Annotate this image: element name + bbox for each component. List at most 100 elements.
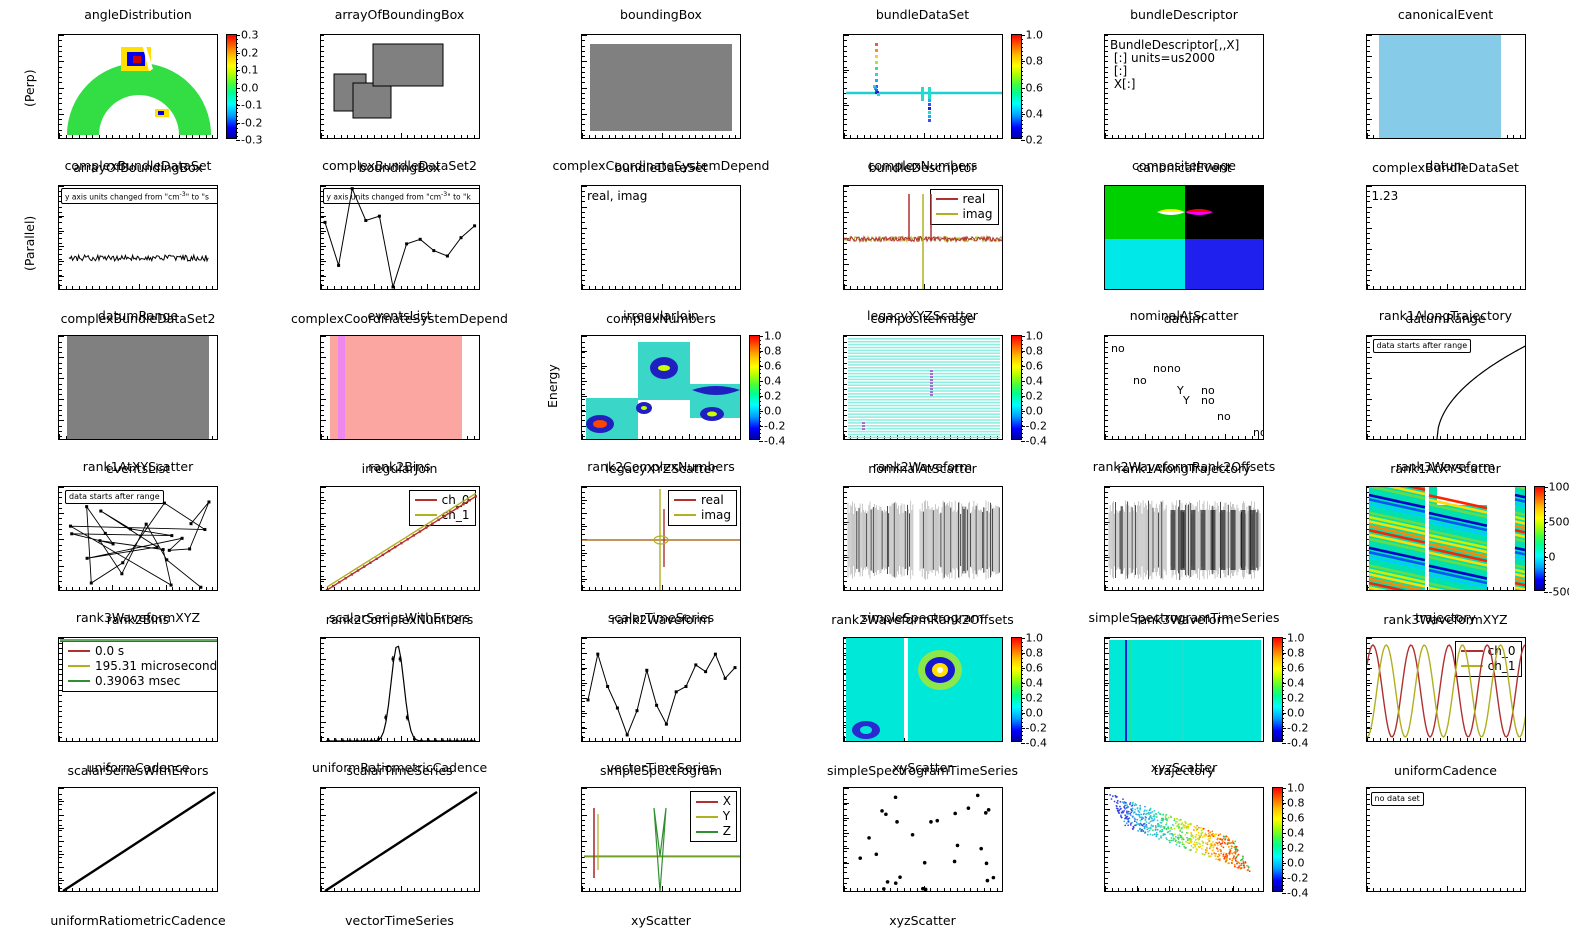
colorbar-minor-tick xyxy=(1021,401,1023,402)
plot-area-xyScatter: -1.5-1.0-0.50.00.51.01.52.0-101 xyxy=(843,787,1003,892)
colorbar-minor-tick xyxy=(1282,702,1284,703)
colorbar-minor-tick xyxy=(759,393,761,394)
colorbar-minor-tick xyxy=(1021,373,1023,374)
colorbar-minor-tick xyxy=(236,136,238,137)
colorbar-minor-tick xyxy=(759,429,761,430)
colorbar-tick-label: 0.4 xyxy=(1287,828,1305,839)
colorbar-tick-label: -0.2 xyxy=(1287,873,1308,884)
colorbar-minor-tick xyxy=(1021,739,1023,740)
colorbar-tick-label: 0.0 xyxy=(1026,707,1044,718)
plot-graphics xyxy=(582,638,741,742)
plot-area-xyzScatter: -6-4-2024012345 xyxy=(1104,787,1264,892)
colorbar-minor-tick xyxy=(1021,429,1023,430)
colorbar-minor-tick xyxy=(1544,560,1546,561)
colorbar-minor-tick xyxy=(1021,79,1023,80)
plot-title-vectorTimeSeries: vectorTimeSeries xyxy=(541,761,781,775)
plot-cell-uniformRatiometricCadence: uniformRatiometricCadence100101102103104… xyxy=(262,761,524,912)
colorbar-minor-tick xyxy=(759,433,761,434)
colorbar-minor-tick xyxy=(759,441,761,442)
colorbar-minor-tick xyxy=(1544,539,1546,540)
plot-graphics xyxy=(582,336,741,440)
plot-title-scalarTimeSeries: scalarTimeSeries xyxy=(541,611,781,625)
colorbar-tick-label: 0.4 xyxy=(1287,677,1305,688)
plot-title-datum: datum xyxy=(1326,159,1566,173)
colorbar-minor-tick xyxy=(759,340,761,341)
plot-title-nominalAtScatter: nominalAtScatter xyxy=(1064,309,1304,323)
colorbar-tick-label: 0.0 xyxy=(764,406,782,417)
plot-cell-bundleDataSet: bundleDataSet-0.050.000.050.1000:002015-… xyxy=(785,8,1047,159)
colorbar-minor-tick xyxy=(1021,108,1023,109)
plot-graphics xyxy=(1105,186,1264,290)
plot-graphics xyxy=(59,788,218,892)
colorbar-tick-mark xyxy=(1021,668,1025,669)
plot-xlabel-uniformCadence: uniformRatiometricCadence xyxy=(18,914,258,928)
plot-area-complexBundleDataSet: -2002040608010012000:002016-12-2112:0000… xyxy=(58,185,218,290)
colorbar-minor-tick xyxy=(1282,849,1284,850)
colorbar-minor-tick xyxy=(1282,642,1284,643)
colorbar-minor-tick xyxy=(1282,865,1284,866)
plot-title-trajectory: trajectory xyxy=(1326,611,1566,625)
colorbar-minor-tick xyxy=(759,336,761,337)
colorbar-tick-mark xyxy=(759,366,763,367)
colorbar-minor-tick xyxy=(1021,710,1023,711)
colorbar-tick-label: 0.0 xyxy=(241,82,259,93)
colorbar-minor-tick xyxy=(1544,495,1546,496)
colorbar-minor-tick xyxy=(1021,682,1023,683)
plot-cell-scalarSeriesWithErrors: scalarSeriesWithErrors0.00.20.40.60.81.0… xyxy=(262,611,524,762)
colorbar-minor-tick xyxy=(1282,739,1284,740)
colorbar-minor-tick xyxy=(236,39,238,40)
colorbar-minor-tick xyxy=(1021,96,1023,97)
plot-area-simpleSpectrogramTimeSeries: -0.4-0.20.00.20.40.60.81.000:002011-10-2… xyxy=(1104,637,1264,742)
plot-cell-trajectory: trajectory-0.4-0.20.00.20.40.60.81.00102… xyxy=(1308,611,1569,762)
plot-cell-arrayOfBoundingBox: arrayOfBoundingBox100150200boundingBox xyxy=(262,8,524,159)
colorbar-minor-tick xyxy=(759,417,761,418)
colorbar-minor-tick xyxy=(1282,743,1284,744)
plot-graphics xyxy=(321,336,480,440)
colorbar-minor-tick xyxy=(236,43,238,44)
colorbar-minor-tick xyxy=(1021,361,1023,362)
colorbar-minor-tick xyxy=(1021,385,1023,386)
colorbar-minor-tick xyxy=(1021,642,1023,643)
colorbar-minor-tick xyxy=(1021,405,1023,406)
colorbar-tick-label: -0.4 xyxy=(1287,737,1308,748)
colorbar-minor-tick xyxy=(1282,861,1284,862)
colorbar-tick-label: 0.6 xyxy=(1287,813,1305,824)
plot-cell-datumRange: datumRange024681000:002025-06-1112:0000:… xyxy=(0,309,262,460)
plot-title-boundingBox: boundingBox xyxy=(541,8,781,22)
plot-graphics xyxy=(844,788,1003,892)
plot-cell-rank1AtXYScatter: rank1AtXYScatter0.00.51.01.52.0-1012data… xyxy=(0,460,262,611)
colorbar-minor-tick xyxy=(1282,837,1284,838)
colorbar-minor-tick xyxy=(759,413,761,414)
plot-graphics xyxy=(1105,487,1264,591)
colorbar-minor-tick xyxy=(1021,381,1023,382)
colorbar-minor-tick xyxy=(1021,35,1023,36)
colorbar-minor-tick xyxy=(1021,136,1023,137)
colorbar-minor-tick xyxy=(759,348,761,349)
colorbar-minor-tick xyxy=(1021,100,1023,101)
colorbar-minor-tick xyxy=(1282,829,1284,830)
plot-area-rank2Bins: 051015202530354001020ch_0ch_1 xyxy=(320,486,480,591)
colorbar-minor-tick xyxy=(1282,800,1284,801)
colorbar-minor-tick xyxy=(1544,548,1546,549)
plot-title-complexBundleDataSet2: complexBundleDataSet2 xyxy=(280,159,520,173)
colorbar-tick-label: -0.4 xyxy=(1287,888,1308,899)
colorbar-minor-tick xyxy=(1282,735,1284,736)
colorbar-minor-tick xyxy=(1282,808,1284,809)
colorbar-tick-label: 0.3 xyxy=(241,30,259,41)
plot-cell-eventsList: eventsList024681000:002015-01-0112:0000:… xyxy=(262,309,524,460)
plot-cell-compositeImage: compositeImage10010110210310401234datum xyxy=(1046,159,1308,310)
colorbar-minor-tick xyxy=(1021,344,1023,345)
colorbar-minor-tick xyxy=(1282,646,1284,647)
colorbar-tick-label: -0.4 xyxy=(1026,436,1047,447)
colorbar-minor-tick xyxy=(1282,841,1284,842)
colorbar-tick-label: 0 xyxy=(1549,551,1556,562)
colorbar-minor-tick xyxy=(1282,853,1284,854)
colorbar-tick-label: 1.0 xyxy=(1287,632,1305,643)
colorbar-minor-tick xyxy=(1021,357,1023,358)
plot-area-arrayOfBoundingBox: 100150200 xyxy=(320,34,480,139)
plot-title-arrayOfBoundingBox: arrayOfBoundingBox xyxy=(280,8,520,22)
colorbar-minor-tick xyxy=(1021,662,1023,663)
